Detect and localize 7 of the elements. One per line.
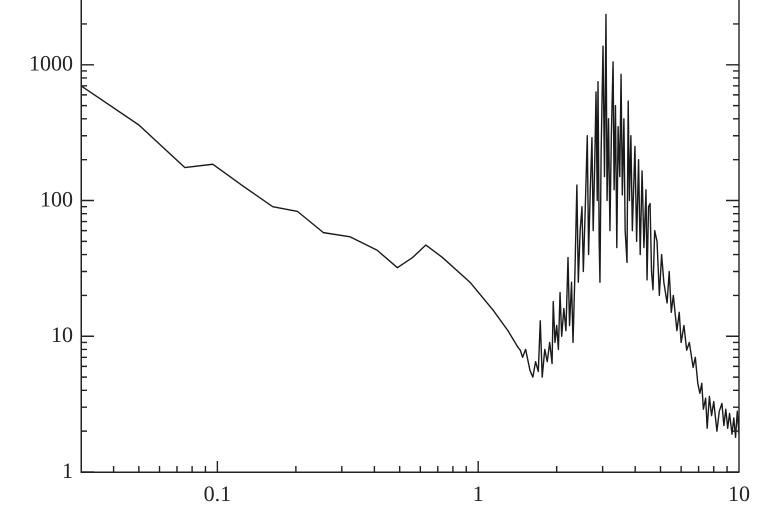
y-tick-label: 1 bbox=[62, 458, 73, 483]
x-tick-label: 0.1 bbox=[204, 480, 232, 506]
x-tick-label: 1 bbox=[472, 480, 484, 506]
y-tick-label: 10 bbox=[51, 322, 73, 348]
y-tick-label: 100 bbox=[40, 186, 73, 212]
y-tick-label: 1000 bbox=[29, 50, 73, 76]
x-tick-label: 10 bbox=[728, 480, 750, 506]
